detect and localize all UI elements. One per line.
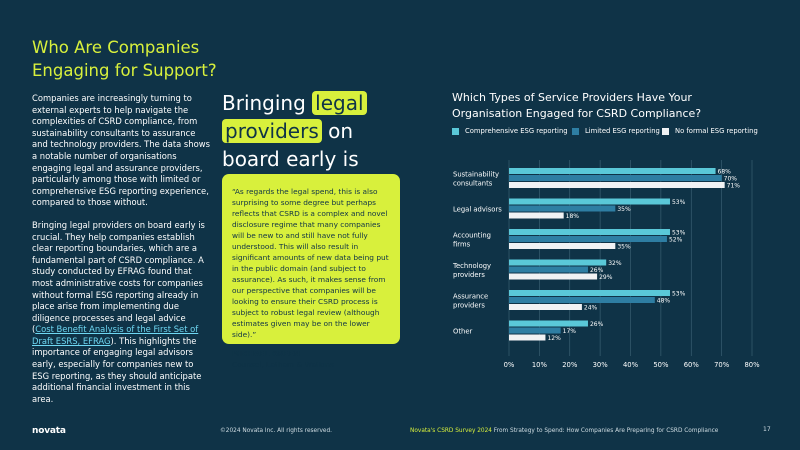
category-label: Assurance (453, 293, 488, 301)
quote-author-name: MICHAEL GREEN (232, 349, 300, 358)
body-paragraph-2: Bringing legal providers on board early … (32, 220, 210, 406)
x-tick-label: 70% (714, 361, 730, 369)
headline-highlight-providers: providers (222, 119, 322, 143)
footer-survey-title: Novata's CSRD Survey 2024 From Strategy … (410, 428, 718, 434)
bar-value-label: 53% (672, 199, 686, 206)
legend-label-comprehensive: Comprehensive ESG reporting (465, 127, 568, 135)
category-label: providers (453, 302, 485, 310)
quote-text: “As regards the legal spend, this is als… (232, 187, 389, 339)
bar (509, 168, 716, 174)
body-paragraph-2-start: Bringing legal providers on board early … (32, 219, 205, 335)
bar (509, 229, 670, 235)
page-title: Who Are Companies Engaging for Support? (32, 38, 217, 80)
body-paragraph-1: Companies are increasingly turning to ex… (32, 93, 210, 208)
x-tick-label: 40% (623, 361, 639, 369)
category-label: providers (453, 271, 485, 279)
x-tick-label: 50% (653, 361, 669, 369)
bar-value-label: 32% (608, 260, 622, 267)
bar-value-label: 12% (547, 335, 561, 342)
legend-label-limited: Limited ESG reporting (585, 127, 660, 135)
bar (509, 266, 588, 273)
bar-value-label: 71% (727, 183, 741, 190)
bar (509, 259, 607, 266)
bar-value-label: 18% (566, 213, 580, 220)
bar (509, 327, 561, 334)
x-tick-label: 10% (532, 361, 548, 369)
x-tick-label: 60% (684, 361, 700, 369)
bar-value-label: 17% (563, 328, 577, 335)
bar-value-label: 68% (718, 169, 732, 176)
category-label: Accounting (453, 232, 491, 240)
chart-legend: Comprehensive ESG reporting Limited ESG … (452, 127, 772, 139)
bar (509, 297, 655, 303)
category-label: Technology (452, 262, 491, 270)
headline-part-1: Bringing (222, 91, 313, 115)
x-tick-label: 30% (593, 361, 609, 369)
bar-value-label: 70% (724, 176, 738, 183)
bar (509, 236, 667, 242)
body-text: Companies are increasingly turning to ex… (32, 93, 210, 416)
footer-survey-name: Novata's CSRD Survey 2024 (410, 428, 492, 434)
bar (509, 334, 546, 341)
bar-value-label: 26% (590, 321, 604, 328)
category-label: Legal advisors (453, 206, 502, 214)
body-paragraph-2-end: ). This highlights the importance of eng… (32, 335, 202, 404)
legend-item-no-formal: No formal ESG reporting (662, 127, 758, 135)
x-tick-label: 0% (504, 361, 515, 369)
bar-value-label: 48% (657, 298, 671, 305)
x-tick-label: 20% (562, 361, 578, 369)
bar (509, 198, 670, 205)
bar-value-label: 29% (599, 274, 613, 281)
legend-swatch-limited (572, 127, 579, 135)
efrag-cost-benefit-link[interactable]: Cost Benefit Analysis of the First Set o… (32, 324, 199, 346)
category-label: firms (453, 241, 471, 249)
category-label: consultants (453, 180, 493, 188)
bar (509, 320, 588, 327)
category-label: Sustainability (453, 171, 499, 179)
bar-value-label: 24% (584, 305, 598, 312)
quote-card: “As regards the legal spend, this is als… (222, 174, 400, 369)
category-label: Other (453, 328, 473, 336)
legend-item-comprehensive: Comprehensive ESG reporting (452, 127, 568, 135)
legend-item-limited: Limited ESG reporting (572, 127, 660, 135)
legend-swatch-no-formal (662, 127, 669, 135)
novata-logo: novata (32, 426, 66, 436)
bar-value-label: 53% (672, 230, 686, 237)
bar-value-label: 26% (590, 267, 604, 274)
page-number: 17 (763, 426, 771, 433)
bar (509, 182, 725, 188)
bar (509, 273, 598, 280)
x-tick-label: 80% (744, 361, 760, 369)
footer-copyright: ©2024 Novata Inc. All rights reserved. (220, 428, 333, 434)
bar-value-label: 35% (617, 244, 631, 251)
bar (509, 290, 670, 296)
bar-value-label: 52% (669, 237, 683, 244)
legend-swatch-comprehensive (452, 127, 459, 135)
quote-author-role: Counsel, Latham & Watkins (232, 360, 334, 369)
bar-value-label: 53% (672, 291, 686, 298)
bar (509, 212, 564, 219)
headline: Bringing legal providers on board early i… (222, 89, 412, 201)
legend-label-no-formal: No formal ESG reporting (675, 127, 758, 135)
footer-survey-subtitle: From Strategy to Spend: How Companies Ar… (491, 428, 719, 434)
bar (509, 205, 616, 212)
bar-value-label: 35% (617, 206, 631, 213)
bar (509, 175, 722, 181)
bar (509, 243, 616, 249)
headline-highlight-legal: legal (312, 91, 367, 115)
bar (509, 304, 582, 310)
chart-title: Which Types of Service Providers Have Yo… (452, 91, 702, 120)
